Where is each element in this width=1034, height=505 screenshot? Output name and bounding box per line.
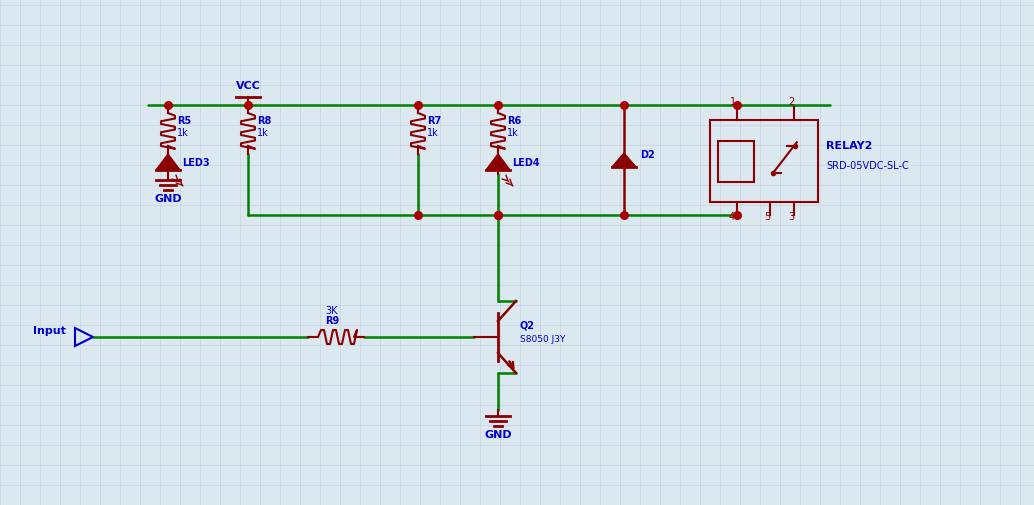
Text: SRD-05VDC-SL-C: SRD-05VDC-SL-C xyxy=(826,161,909,171)
Polygon shape xyxy=(612,153,636,167)
Text: R7: R7 xyxy=(427,117,442,126)
Polygon shape xyxy=(156,154,180,170)
Text: 1k: 1k xyxy=(177,127,189,137)
Text: 5: 5 xyxy=(764,212,770,222)
Text: S8050 J3Y: S8050 J3Y xyxy=(520,335,566,344)
Text: 1k: 1k xyxy=(427,127,438,137)
Text: 4: 4 xyxy=(729,212,735,222)
Text: D2: D2 xyxy=(640,150,655,160)
Text: R6: R6 xyxy=(507,117,521,126)
Text: RELAY2: RELAY2 xyxy=(826,141,873,150)
Text: LED4: LED4 xyxy=(512,158,540,168)
Text: Input: Input xyxy=(33,326,66,336)
Text: 1k: 1k xyxy=(507,127,519,137)
Text: VCC: VCC xyxy=(236,81,261,91)
Text: LED3: LED3 xyxy=(182,158,210,168)
Bar xyxy=(718,140,754,181)
Bar xyxy=(710,120,818,202)
Text: Q2: Q2 xyxy=(520,321,535,331)
Text: 3: 3 xyxy=(788,212,794,222)
Text: 1k: 1k xyxy=(257,127,269,137)
Text: GND: GND xyxy=(154,194,182,204)
Text: 3K: 3K xyxy=(326,306,338,316)
Text: GND: GND xyxy=(484,430,512,440)
Text: R8: R8 xyxy=(257,117,271,126)
Polygon shape xyxy=(486,154,510,170)
Text: R9: R9 xyxy=(325,316,339,326)
Text: R5: R5 xyxy=(177,117,191,126)
Text: 2: 2 xyxy=(788,97,794,107)
Text: 1: 1 xyxy=(730,97,736,107)
